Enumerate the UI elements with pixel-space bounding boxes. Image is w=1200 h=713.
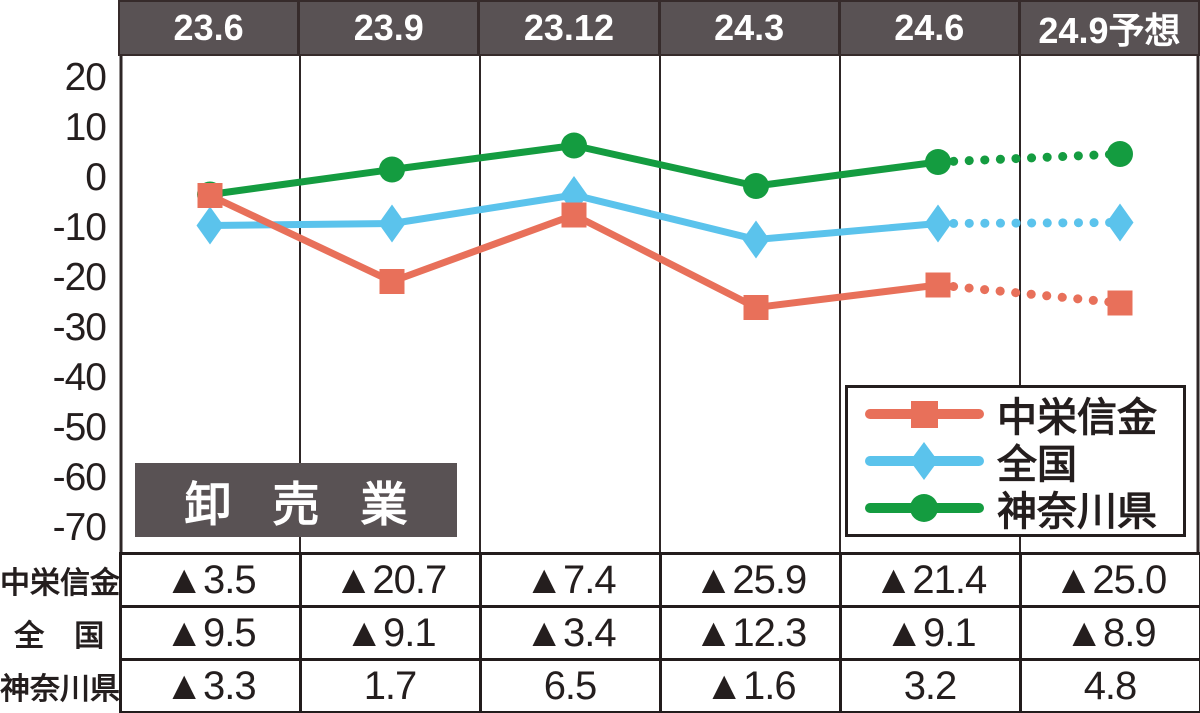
y-tick-label: 20 <box>64 56 107 99</box>
value-cell: ▲3.4 <box>478 605 662 661</box>
table-row-1: 全 国 ▲9.5 ▲9.1 ▲3.4 ▲12.3 ▲9.1 ▲8.9 <box>0 605 1200 661</box>
legend-label: 神奈川県 <box>997 490 1157 534</box>
legend-label: 中栄信金 <box>997 396 1157 440</box>
circle-marker-2-5 <box>1107 141 1133 167</box>
row-label: 中栄信金 <box>0 567 120 600</box>
y-tick-label: -30 <box>52 306 107 349</box>
row-label: 神奈川県 <box>0 673 120 706</box>
y-tick-label: -20 <box>52 256 107 299</box>
period-header-cell: 23.12 <box>477 2 658 54</box>
period-header: 23.6 23.9 23.12 24.3 24.6 24.9予想 <box>118 0 1200 56</box>
circle-marker-2-2 <box>561 132 587 159</box>
legend: 中栄信金 全国 神奈川県 <box>845 385 1186 537</box>
series-forecast-segment-1 <box>933 218 1125 228</box>
industry-badge-label: 卸 売 業 <box>184 477 422 531</box>
period-header-cell: 23.6 <box>120 2 298 54</box>
square-marker-0-2 <box>561 202 587 228</box>
row-label: 全 国 <box>14 620 105 653</box>
circle-marker-2-4 <box>925 149 951 175</box>
series-forecast-segment-0 <box>933 280 1125 308</box>
legend-entry-2: 神奈川県 <box>862 485 1183 534</box>
value-cell: ▲9.1 <box>298 605 482 661</box>
diamond-marker-1-5 <box>1106 203 1134 242</box>
diamond-marker-1-3 <box>742 220 770 259</box>
value-cell: ▲12.3 <box>658 605 842 661</box>
legend-entry-1: 全国 <box>862 438 1183 487</box>
value-cell: 4.8 <box>1018 658 1200 713</box>
square-marker-0-4 <box>925 272 951 298</box>
legend-circle-icon <box>865 494 984 522</box>
square-marker-0-0 <box>197 183 223 208</box>
y-tick-label: 0 <box>85 156 107 199</box>
table-row-0: 中栄信金 ▲3.5 ▲20.7 ▲7.4 ▲25.9 ▲21.4 ▲25.0 <box>0 552 1200 608</box>
period-header-cell: 24.6 <box>837 2 1018 54</box>
value-cell: ▲3.5 <box>118 552 302 608</box>
value-cell: ▲9.1 <box>838 605 1022 661</box>
value-cell: ▲25.0 <box>1018 552 1200 608</box>
y-tick-label: -10 <box>52 206 107 249</box>
value-cell: ▲9.5 <box>118 605 302 661</box>
square-marker-0-1 <box>379 269 405 294</box>
value-cell: ▲7.4 <box>478 552 662 608</box>
legend-diamond-icon <box>865 442 984 480</box>
y-axis: 20 10 0 -10 -20 -30 -40 -50 -60 -70 <box>0 0 110 552</box>
value-cell: 3.2 <box>838 658 1022 713</box>
value-cell: ▲21.4 <box>838 552 1022 608</box>
square-marker-0-5 <box>1107 290 1133 316</box>
period-header-cell: 24.3 <box>657 2 838 54</box>
y-tick-label: 10 <box>64 106 107 149</box>
data-table: 中栄信金 ▲3.5 ▲20.7 ▲7.4 ▲25.9 ▲21.4 ▲25.0 全 国 ▲9.5 ▲… <box>0 552 1200 713</box>
value-cell: 6.5 <box>478 658 662 713</box>
value-cell: ▲1.6 <box>658 658 842 713</box>
value-cell: ▲20.7 <box>298 552 482 608</box>
legend-label: 全国 <box>997 443 1077 487</box>
table-row-2: 神奈川県 ▲3.3 1.7 6.5 ▲1.6 3.2 4.8 <box>0 658 1200 713</box>
circle-marker-2-3 <box>743 173 769 199</box>
value-cell: 1.7 <box>298 658 482 713</box>
diamond-marker-1-4 <box>924 204 952 243</box>
value-cell: ▲8.9 <box>1018 605 1200 661</box>
diamond-marker-1-1 <box>378 204 406 243</box>
series-forecast-segment-2 <box>933 149 1125 167</box>
y-tick-label: -50 <box>52 406 107 449</box>
y-tick-label: -70 <box>52 506 107 549</box>
y-tick-label: -40 <box>52 356 107 399</box>
period-header-cell: 24.9予想 <box>1017 2 1199 54</box>
value-cell: ▲25.9 <box>658 552 842 608</box>
industry-badge: 卸 売 業 <box>135 463 457 537</box>
circle-marker-2-1 <box>379 156 405 183</box>
value-cell: ▲3.3 <box>118 658 302 713</box>
diamond-marker-1-0 <box>196 206 224 245</box>
values-table: 中栄信金 ▲3.5 ▲20.7 ▲7.4 ▲25.9 ▲21.4 ▲25.0 全 国 ▲9.5 ▲… <box>0 552 1200 713</box>
square-marker-0-3 <box>743 295 769 320</box>
y-tick-label: -60 <box>52 456 107 499</box>
legend-entry-0: 中栄信金 <box>862 391 1183 440</box>
legend-square-icon <box>865 401 984 428</box>
period-header-cell: 23.9 <box>297 2 478 54</box>
